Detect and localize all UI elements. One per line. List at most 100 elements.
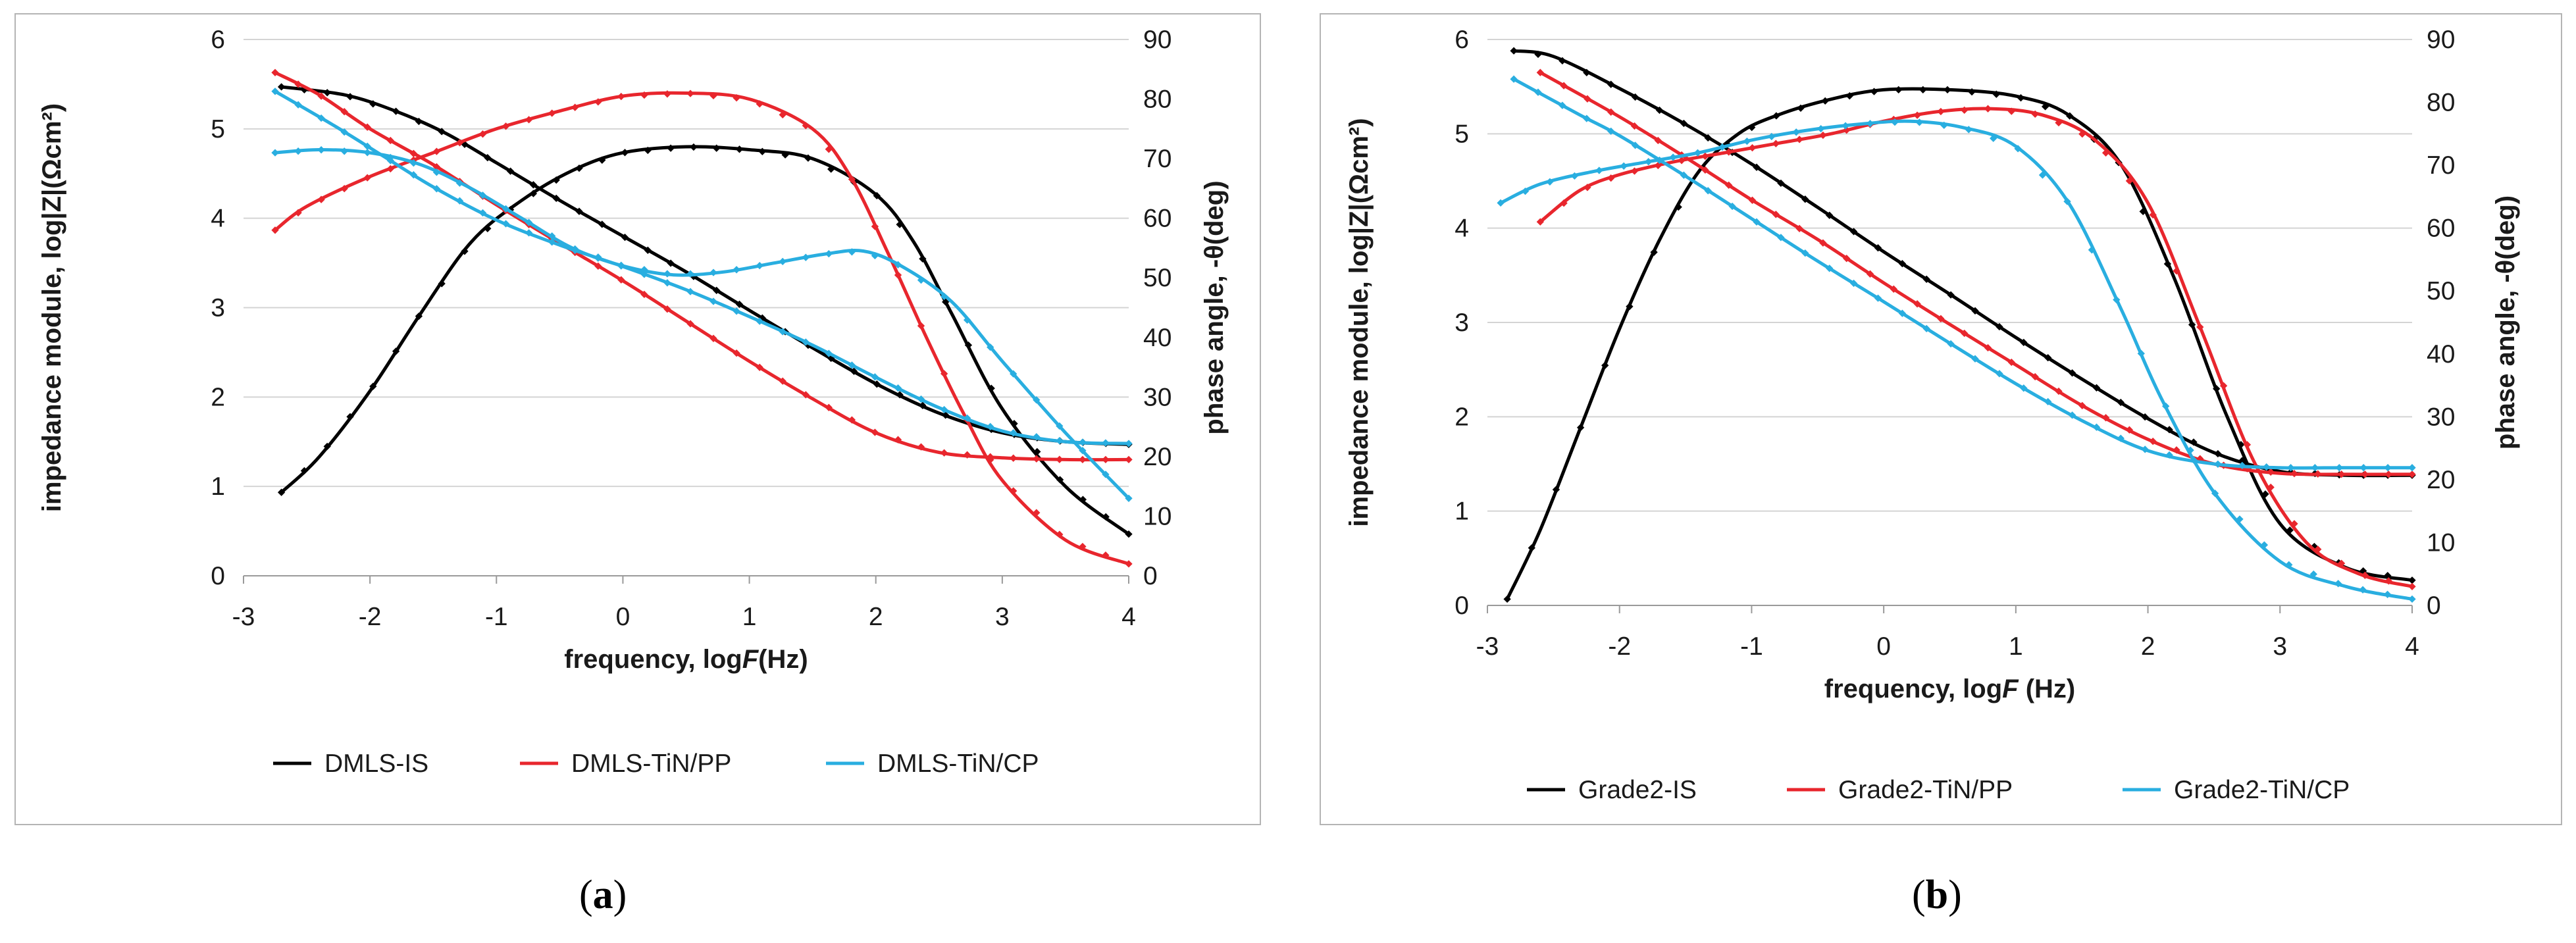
data-point	[735, 145, 744, 153]
data-point	[1826, 265, 1834, 272]
data-point	[1743, 137, 1751, 145]
y-right-tick-label: 50	[2427, 277, 2455, 305]
data-point	[1725, 181, 1733, 190]
data-point	[940, 405, 948, 414]
y-right-tick-label: 20	[2427, 466, 2455, 494]
data-point	[548, 232, 556, 240]
data-point	[621, 233, 629, 242]
y-right-tick-label: 30	[1143, 383, 1172, 411]
data-point	[963, 414, 971, 422]
data-point	[1102, 513, 1110, 521]
data-point	[1125, 560, 1133, 568]
data-point	[2092, 423, 2101, 431]
data-point	[1534, 50, 1542, 59]
series-line-grade2-tin-pp-phase	[1538, 107, 2414, 588]
data-point	[1898, 259, 1907, 268]
data-point	[1607, 80, 1615, 88]
x-tick-label: -2	[359, 603, 382, 631]
data-point	[1584, 184, 1591, 191]
data-point	[779, 377, 786, 385]
data-point	[1874, 244, 1882, 252]
data-point	[294, 101, 302, 109]
data-point	[478, 191, 487, 199]
y-left-tick-label: 5	[211, 115, 225, 143]
data-point	[363, 123, 371, 131]
data-point	[2117, 398, 2125, 407]
data-point	[2408, 576, 2416, 584]
data-point	[575, 207, 583, 215]
series-line-grade2-tin-cp-impedance	[1512, 77, 2414, 470]
data-point	[300, 467, 309, 475]
data-point	[709, 91, 717, 100]
data-point	[1010, 487, 1018, 495]
y-right-tick-label: 20	[1143, 443, 1172, 471]
data-point	[2196, 323, 2204, 331]
data-point	[2020, 338, 2028, 347]
data-point	[804, 154, 812, 162]
data-point	[525, 116, 533, 124]
data-point	[1845, 92, 1853, 100]
data-point	[2213, 385, 2221, 393]
data-point	[1010, 454, 1018, 462]
data-point	[735, 300, 744, 309]
data-point	[621, 149, 629, 157]
data-point	[873, 191, 881, 200]
data-point	[802, 122, 810, 130]
series-markers-grade2-tin-cp-impedance	[1510, 75, 2416, 472]
data-point	[1560, 82, 1568, 89]
data-point	[1630, 122, 1639, 130]
data-point	[1944, 86, 1951, 94]
data-point	[1510, 47, 1518, 55]
series-line-dmls-tin-pp-impedance	[273, 70, 1131, 462]
y-right-tick-label: 0	[1143, 562, 1158, 590]
data-point	[1772, 112, 1780, 120]
data-point	[1102, 455, 1110, 464]
legend-label: DMLS-IS	[324, 750, 428, 778]
data-point	[2361, 571, 2369, 579]
data-point	[1645, 158, 1653, 166]
data-point	[2384, 464, 2392, 472]
legend-label: Grade2-IS	[1578, 776, 1697, 804]
data-point	[2165, 451, 2173, 459]
data-point	[2311, 464, 2319, 472]
data-point	[2384, 577, 2392, 585]
series-line-dmls-tin-cp-impedance	[273, 89, 1131, 446]
data-point	[1630, 167, 1639, 175]
data-point	[1915, 118, 1924, 126]
data-point	[1821, 97, 1829, 105]
data-point	[1971, 307, 1979, 315]
y-right-tick-label: 60	[1143, 205, 1172, 233]
data-point	[1992, 90, 2000, 98]
data-point	[594, 98, 602, 106]
data-point	[317, 146, 325, 154]
y-left-tick-label: 5	[1455, 120, 1469, 148]
data-point	[1626, 303, 1634, 311]
data-point	[964, 341, 973, 349]
data-point	[686, 89, 694, 97]
data-point	[2214, 449, 2222, 458]
data-point	[484, 224, 492, 232]
data-point	[552, 194, 560, 203]
data-point	[825, 349, 833, 357]
data-point	[1595, 166, 1603, 174]
data-point	[2286, 464, 2295, 472]
data-point	[392, 347, 400, 355]
y-left-tick-label: 6	[1455, 26, 1469, 54]
data-point	[506, 167, 515, 175]
data-point	[709, 268, 717, 276]
data-point	[644, 246, 652, 254]
x-tick-label: 1	[742, 603, 757, 631]
data-point	[1870, 88, 1878, 95]
series-line-dmls-tin-cp-phase	[273, 147, 1131, 500]
data-point	[917, 322, 925, 330]
data-point	[940, 292, 948, 301]
data-point	[2384, 572, 2392, 580]
data-point	[2263, 463, 2271, 471]
data-point	[2038, 171, 2047, 179]
data-point	[386, 136, 394, 145]
data-point	[1819, 131, 1827, 140]
data-point	[415, 312, 423, 320]
data-point	[894, 271, 902, 279]
